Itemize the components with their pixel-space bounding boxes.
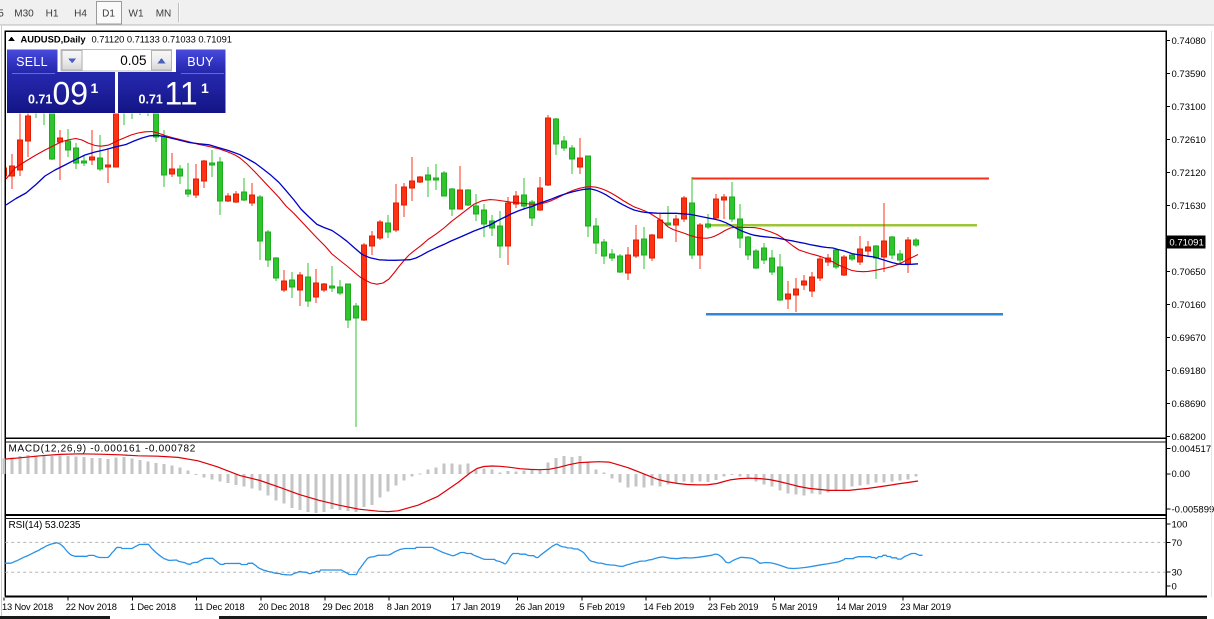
svg-text:0.69670: 0.69670 [1172, 333, 1206, 344]
svg-text:0: 0 [1172, 581, 1177, 592]
svg-text:AUDUSD,Daily: AUDUSD,Daily [21, 34, 87, 45]
svg-text:8 Jan 2019: 8 Jan 2019 [387, 602, 432, 612]
svg-text:0.71630: 0.71630 [1172, 201, 1206, 212]
svg-text:0.05: 0.05 [120, 53, 146, 68]
svg-text:29 Dec 2018: 29 Dec 2018 [323, 602, 374, 612]
svg-text:20 Dec 2018: 20 Dec 2018 [258, 602, 309, 612]
svg-text:70: 70 [1172, 538, 1183, 549]
svg-text:0.73590: 0.73590 [1172, 69, 1206, 80]
svg-text:14 Mar 2019: 14 Mar 2019 [836, 602, 887, 612]
svg-text:0.74080: 0.74080 [1172, 36, 1206, 47]
svg-text:0.70160: 0.70160 [1172, 300, 1206, 311]
svg-text:W1: W1 [129, 9, 144, 20]
svg-text:5 Feb 2019: 5 Feb 2019 [579, 602, 625, 612]
svg-text:23 Mar 2019: 23 Mar 2019 [900, 602, 951, 612]
svg-text:0.00: 0.00 [1172, 469, 1191, 480]
svg-text:MACD(12,26,9) -0.000161 -0.000: MACD(12,26,9) -0.000161 -0.000782 [9, 443, 197, 454]
svg-text:BUY: BUY [187, 55, 214, 69]
svg-text:D1: D1 [102, 9, 115, 20]
svg-text:0.71: 0.71 [139, 93, 163, 107]
svg-text:5: 5 [0, 9, 4, 20]
svg-text:0.71120 0.71133 0.71033 0.7109: 0.71120 0.71133 0.71033 0.71091 [92, 34, 232, 45]
svg-text:0.004517: 0.004517 [1172, 444, 1212, 455]
svg-text:13 Nov 2018: 13 Nov 2018 [2, 602, 53, 612]
svg-text:23 Feb 2019: 23 Feb 2019 [708, 602, 759, 612]
svg-text:22 Nov 2018: 22 Nov 2018 [66, 602, 117, 612]
svg-text:H4: H4 [74, 9, 87, 20]
svg-text:0.68200: 0.68200 [1172, 432, 1206, 443]
svg-text:5 Mar 2019: 5 Mar 2019 [772, 602, 818, 612]
svg-text:26 Jan 2019: 26 Jan 2019 [515, 602, 565, 612]
svg-text:RSI(14) 53.0235: RSI(14) 53.0235 [9, 520, 81, 531]
svg-text:11: 11 [165, 76, 198, 112]
svg-text:1: 1 [201, 80, 209, 96]
svg-text:M30: M30 [14, 9, 34, 20]
svg-text:14 Feb 2019: 14 Feb 2019 [644, 602, 695, 612]
svg-text:11 Dec 2018: 11 Dec 2018 [194, 602, 244, 612]
svg-text:1: 1 [91, 80, 99, 96]
svg-text:SELL: SELL [16, 55, 48, 69]
svg-text:100: 100 [1172, 519, 1188, 530]
svg-text:0.71091: 0.71091 [1169, 237, 1203, 248]
svg-text:09: 09 [53, 76, 89, 112]
svg-text:0.72610: 0.72610 [1172, 135, 1206, 146]
svg-text:MN: MN [156, 9, 172, 20]
svg-text:0.71: 0.71 [28, 93, 52, 107]
svg-text:-0.005899: -0.005899 [1172, 504, 1214, 515]
svg-text:17 Jan 2019: 17 Jan 2019 [451, 602, 501, 612]
svg-text:H1: H1 [46, 9, 59, 20]
svg-text:0.73100: 0.73100 [1172, 102, 1206, 113]
svg-text:0.69180: 0.69180 [1172, 366, 1206, 377]
svg-text:30: 30 [1172, 568, 1183, 579]
svg-text:1 Dec 2018: 1 Dec 2018 [130, 602, 176, 612]
svg-text:0.68690: 0.68690 [1172, 399, 1206, 410]
svg-text:0.72120: 0.72120 [1172, 168, 1206, 179]
svg-text:0.70650: 0.70650 [1172, 267, 1206, 278]
